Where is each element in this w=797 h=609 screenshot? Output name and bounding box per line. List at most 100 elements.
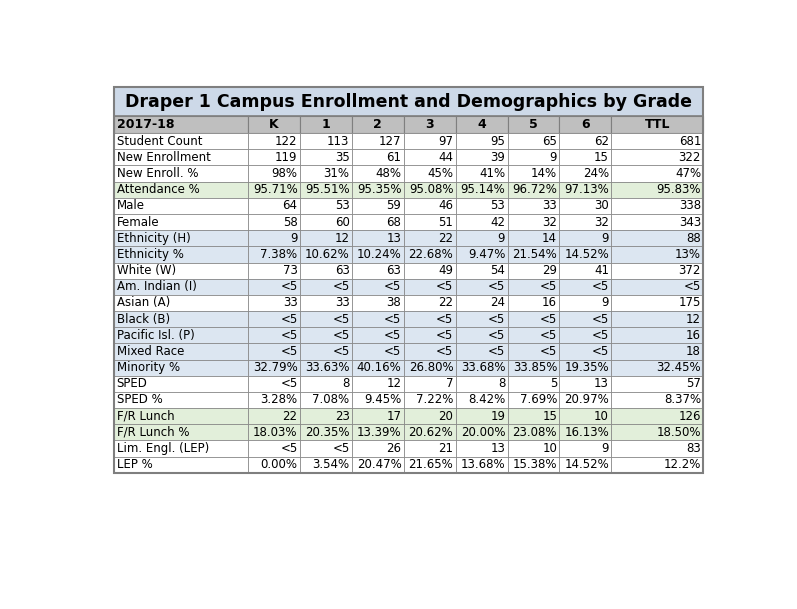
Text: 9: 9 bbox=[497, 232, 505, 245]
Bar bbox=[559, 279, 611, 295]
Text: 14: 14 bbox=[542, 232, 557, 245]
Bar bbox=[559, 424, 611, 440]
Bar bbox=[611, 116, 703, 133]
Bar bbox=[248, 359, 300, 376]
Text: 32: 32 bbox=[542, 216, 557, 228]
Text: 2: 2 bbox=[374, 118, 383, 131]
Bar bbox=[351, 457, 404, 473]
Bar bbox=[351, 166, 404, 181]
Text: 20.97%: 20.97% bbox=[564, 393, 609, 406]
Bar bbox=[559, 262, 611, 279]
Text: 23.08%: 23.08% bbox=[512, 426, 557, 439]
Bar bbox=[404, 181, 456, 198]
Bar bbox=[559, 198, 611, 214]
Bar bbox=[456, 181, 508, 198]
Text: 14.52%: 14.52% bbox=[564, 248, 609, 261]
Bar bbox=[114, 262, 248, 279]
Bar bbox=[114, 230, 248, 246]
Bar bbox=[248, 295, 300, 311]
Text: 9.47%: 9.47% bbox=[468, 248, 505, 261]
Bar bbox=[248, 311, 300, 327]
Text: 12: 12 bbox=[387, 377, 402, 390]
Bar bbox=[508, 359, 559, 376]
Text: 22: 22 bbox=[283, 410, 297, 423]
Bar bbox=[611, 457, 703, 473]
Text: 26.80%: 26.80% bbox=[409, 361, 453, 374]
Bar bbox=[404, 424, 456, 440]
Bar bbox=[559, 116, 611, 133]
Text: Am. Indian (I): Am. Indian (I) bbox=[116, 280, 197, 294]
Bar bbox=[114, 457, 248, 473]
Text: 22: 22 bbox=[438, 232, 453, 245]
Bar bbox=[559, 166, 611, 181]
Text: 681: 681 bbox=[679, 135, 701, 148]
Text: 97: 97 bbox=[438, 135, 453, 148]
Bar bbox=[300, 424, 351, 440]
Bar bbox=[300, 149, 351, 166]
Text: 12: 12 bbox=[686, 312, 701, 326]
Text: <5: <5 bbox=[332, 312, 350, 326]
Bar bbox=[456, 376, 508, 392]
Text: 35: 35 bbox=[335, 151, 350, 164]
Bar bbox=[114, 246, 248, 262]
Text: 41: 41 bbox=[594, 264, 609, 277]
Bar bbox=[114, 327, 248, 343]
Text: 39: 39 bbox=[490, 151, 505, 164]
Text: 26: 26 bbox=[387, 442, 402, 455]
Text: 14.52%: 14.52% bbox=[564, 458, 609, 471]
Bar bbox=[248, 149, 300, 166]
Bar bbox=[404, 166, 456, 181]
Bar bbox=[404, 279, 456, 295]
Bar bbox=[456, 343, 508, 359]
Text: <5: <5 bbox=[281, 442, 297, 455]
Text: 9: 9 bbox=[602, 297, 609, 309]
Text: 13: 13 bbox=[594, 377, 609, 390]
Text: 83: 83 bbox=[686, 442, 701, 455]
Bar bbox=[300, 457, 351, 473]
Bar bbox=[351, 198, 404, 214]
Text: 15.38%: 15.38% bbox=[512, 458, 557, 471]
Text: 8.37%: 8.37% bbox=[664, 393, 701, 406]
Text: F/R Lunch %: F/R Lunch % bbox=[116, 426, 189, 439]
Text: SPED: SPED bbox=[116, 377, 147, 390]
Text: 18.03%: 18.03% bbox=[253, 426, 297, 439]
Text: 31%: 31% bbox=[324, 167, 350, 180]
Bar bbox=[611, 440, 703, 457]
Text: 13.68%: 13.68% bbox=[461, 458, 505, 471]
Bar bbox=[114, 376, 248, 392]
Text: 113: 113 bbox=[327, 135, 350, 148]
Text: 54: 54 bbox=[490, 264, 505, 277]
Text: <5: <5 bbox=[436, 280, 453, 294]
Bar bbox=[300, 133, 351, 149]
Text: 96.72%: 96.72% bbox=[512, 183, 557, 196]
Text: 95.83%: 95.83% bbox=[657, 183, 701, 196]
Bar bbox=[456, 230, 508, 246]
Bar bbox=[300, 230, 351, 246]
Text: 33: 33 bbox=[543, 199, 557, 213]
Text: 95.51%: 95.51% bbox=[305, 183, 350, 196]
Bar bbox=[300, 327, 351, 343]
Text: <5: <5 bbox=[332, 345, 350, 358]
Bar bbox=[248, 181, 300, 198]
Text: <5: <5 bbox=[281, 280, 297, 294]
Bar bbox=[508, 149, 559, 166]
Text: 343: 343 bbox=[679, 216, 701, 228]
Text: SPED %: SPED % bbox=[116, 393, 163, 406]
Text: 30: 30 bbox=[595, 199, 609, 213]
Text: 24%: 24% bbox=[583, 167, 609, 180]
Bar bbox=[611, 198, 703, 214]
Text: 38: 38 bbox=[387, 297, 402, 309]
Text: 33: 33 bbox=[335, 297, 350, 309]
Bar bbox=[248, 262, 300, 279]
Bar bbox=[611, 327, 703, 343]
Bar bbox=[351, 376, 404, 392]
Bar bbox=[351, 392, 404, 408]
Bar bbox=[300, 214, 351, 230]
Bar bbox=[404, 376, 456, 392]
Text: 18: 18 bbox=[686, 345, 701, 358]
Text: 68: 68 bbox=[387, 216, 402, 228]
Text: 8.42%: 8.42% bbox=[468, 393, 505, 406]
Text: New Enroll. %: New Enroll. % bbox=[116, 167, 198, 180]
Bar bbox=[300, 198, 351, 214]
Bar bbox=[508, 214, 559, 230]
